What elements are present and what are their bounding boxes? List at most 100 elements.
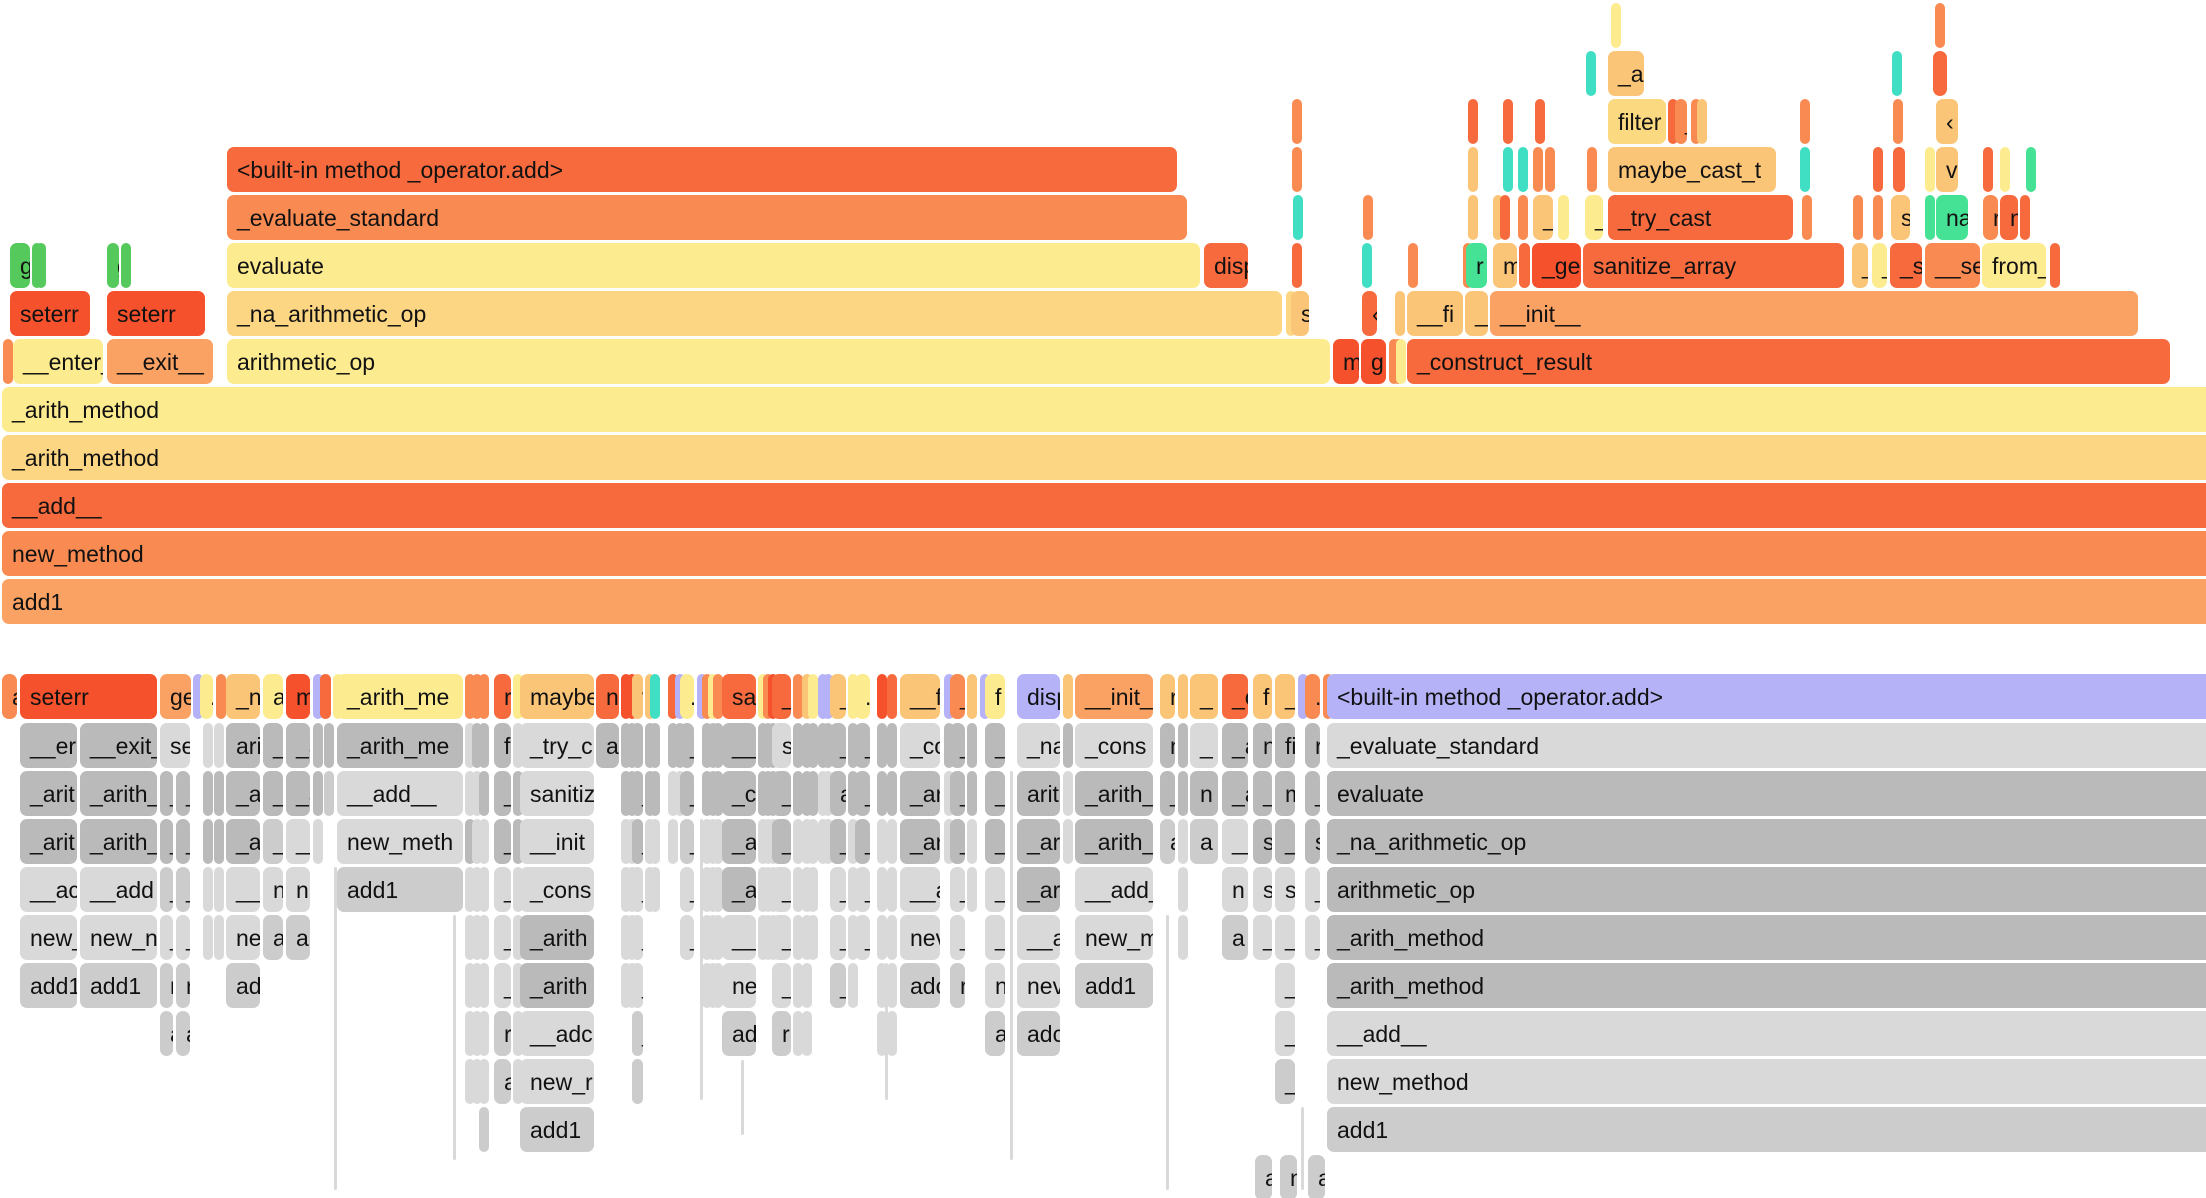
frame-sliver[interactable] (1802, 195, 1812, 240)
caller-frame-sliver[interactable]: _ (160, 819, 173, 864)
caller-frame-sliver[interactable]: _ (950, 867, 965, 912)
frame-sliver[interactable] (479, 674, 489, 719)
caller-frame-n[interactable]: n (1160, 723, 1175, 768)
caller-frame-a[interactable]: __a (1017, 915, 1060, 960)
caller-frame-arithmetic_op[interactable]: arithmetic_op (1327, 867, 2206, 912)
caller-frame-sliver[interactable] (513, 723, 523, 768)
frame-sliver[interactable]: _ (772, 674, 791, 719)
caller-frame-exit[interactable]: __exit_ (80, 723, 157, 768)
frame-sliver[interactable] (1298, 674, 1308, 719)
caller-frame-arith_me[interactable]: _arith_me (337, 723, 463, 768)
caller-frame-sliver[interactable]: _ (1275, 1011, 1295, 1056)
frame-disp[interactable]: disp (1017, 674, 1060, 719)
frame-sliver[interactable]: _ (1675, 99, 1687, 144)
caller-frame-a[interactable]: _a (1222, 723, 1248, 768)
caller-frame-sliver[interactable] (848, 723, 858, 768)
frame-.[interactable]: . (680, 674, 694, 719)
frame-evaluate[interactable]: evaluate (227, 243, 1200, 288)
caller-frame-sliver[interactable]: _ (680, 723, 694, 768)
caller-frame-a[interactable]: a (160, 1011, 173, 1056)
frame-ge[interactable]: ge (160, 674, 191, 719)
caller-frame-sliver[interactable] (472, 723, 482, 768)
caller-frame-sliver[interactable]: _ (985, 771, 1005, 816)
frame-sliver[interactable] (1533, 147, 1543, 192)
frame-sliver[interactable] (1468, 147, 1478, 192)
frame-builtinmethod_operator.add[interactable]: <built-in method _operator.add> (1327, 674, 2206, 719)
caller-frame-arith[interactable]: _arith_ (80, 819, 157, 864)
caller-frame-n[interactable]: n (263, 867, 283, 912)
frame-sliver[interactable] (1668, 99, 1678, 144)
caller-frame-sliver[interactable] (203, 723, 213, 768)
frame-n[interactable]: n (2000, 195, 2018, 240)
caller-frame-new_m[interactable]: new_m (1075, 915, 1153, 960)
caller-frame-sliver[interactable]: _ (950, 915, 965, 960)
frame-f[interactable]: f (1253, 674, 1272, 719)
frame-sliver[interactable]: _ (1585, 195, 1603, 240)
caller-frame-a[interactable]: a (830, 771, 846, 816)
frame-sliver[interactable]: _ (1852, 243, 1868, 288)
caller-frame-arit[interactable]: _arit (20, 771, 77, 816)
caller-frame-sliver[interactable] (877, 771, 887, 816)
caller-frame-sliver[interactable]: _ (160, 867, 173, 912)
caller-frame-sliver[interactable]: _ (176, 819, 190, 864)
frame-sliver[interactable] (1519, 243, 1530, 288)
frame-enter[interactable]: __enter_ (13, 339, 103, 384)
caller-frame-sliver[interactable] (513, 915, 523, 960)
caller-frame-sliver[interactable] (713, 819, 723, 864)
caller-frame-a[interactable]: a (1255, 1155, 1272, 1198)
caller-frame-r[interactable]: r (494, 1011, 511, 1056)
frame-a[interactable]: a (263, 674, 283, 719)
frame-arith_method[interactable]: _arith_method (2, 435, 2206, 480)
caller-frame-sliver[interactable]: _ (680, 771, 694, 816)
caller-frame-sliver[interactable] (621, 915, 631, 960)
caller-frame-sliver[interactable]: __ (722, 915, 756, 960)
frame-sliver[interactable] (1518, 147, 1528, 192)
frame-na[interactable]: na (1936, 195, 1968, 240)
caller-frame-sliver[interactable] (808, 915, 818, 960)
frame-add1[interactable]: add1 (2, 579, 2206, 624)
caller-frame-sliver[interactable]: __ (226, 867, 260, 912)
frame-filter[interactable]: filter (1608, 99, 1666, 144)
caller-frame-sliver[interactable] (1178, 819, 1188, 864)
frame-r[interactable]: r (1160, 674, 1175, 719)
caller-frame-sliver[interactable] (877, 819, 887, 864)
caller-frame-ac[interactable]: __ac (20, 867, 77, 912)
caller-frame-sliver[interactable]: _ (830, 819, 846, 864)
frame-sliver[interactable] (713, 674, 723, 719)
caller-frame-sliver[interactable] (203, 867, 213, 912)
caller-frame-sliver[interactable] (1178, 915, 1188, 960)
caller-frame-add[interactable]: __add_ (1075, 867, 1153, 912)
caller-frame-sliver[interactable] (214, 819, 224, 864)
frame-s[interactable]: _s (1890, 243, 1922, 288)
frame-sliver[interactable] (702, 674, 712, 719)
caller-frame-sliver[interactable] (479, 867, 489, 912)
caller-frame-sliver[interactable]: _ (830, 867, 846, 912)
caller-frame-sliver[interactable]: _ (263, 819, 283, 864)
caller-frame-sliver[interactable] (1063, 771, 1073, 816)
frame-r[interactable]: r (494, 674, 511, 719)
caller-frame-sliver[interactable]: _ (830, 723, 846, 768)
caller-frame-sliver[interactable] (793, 819, 803, 864)
caller-frame-n[interactable]: n (1280, 1155, 1297, 1198)
frame-sliver[interactable] (1558, 195, 1569, 240)
caller-frame-sliver[interactable]: _ (772, 963, 791, 1008)
caller-frame-sliver[interactable] (472, 819, 482, 864)
caller-frame-sliver[interactable] (465, 1059, 475, 1104)
frame-sliver[interactable] (1853, 195, 1863, 240)
caller-frame-new_r[interactable]: new_r (520, 1059, 594, 1104)
frame-sliver[interactable] (1292, 147, 1302, 192)
caller-frame-sliver[interactable]: _ (1160, 771, 1175, 816)
frame-sliver[interactable]: __ (1533, 195, 1553, 240)
frame-sliver[interactable]: ‹ (1362, 291, 1377, 336)
caller-frame-sliver[interactable]: _ (494, 867, 511, 912)
caller-frame-sliver[interactable] (967, 723, 977, 768)
caller-frame-fi[interactable]: fi (1275, 723, 1295, 768)
caller-frame-evaluate[interactable]: evaluate (1327, 771, 2206, 816)
frame-disp[interactable]: disp (1204, 243, 1248, 288)
caller-frame-sliver[interactable]: _ (263, 771, 283, 816)
caller-frame-sliver[interactable] (313, 819, 323, 864)
caller-frame-c[interactable]: _c (722, 771, 756, 816)
frame-sa[interactable]: sa (722, 674, 756, 719)
caller-frame-sliver[interactable] (793, 867, 803, 912)
frame-seterr[interactable]: seterr (107, 291, 205, 336)
